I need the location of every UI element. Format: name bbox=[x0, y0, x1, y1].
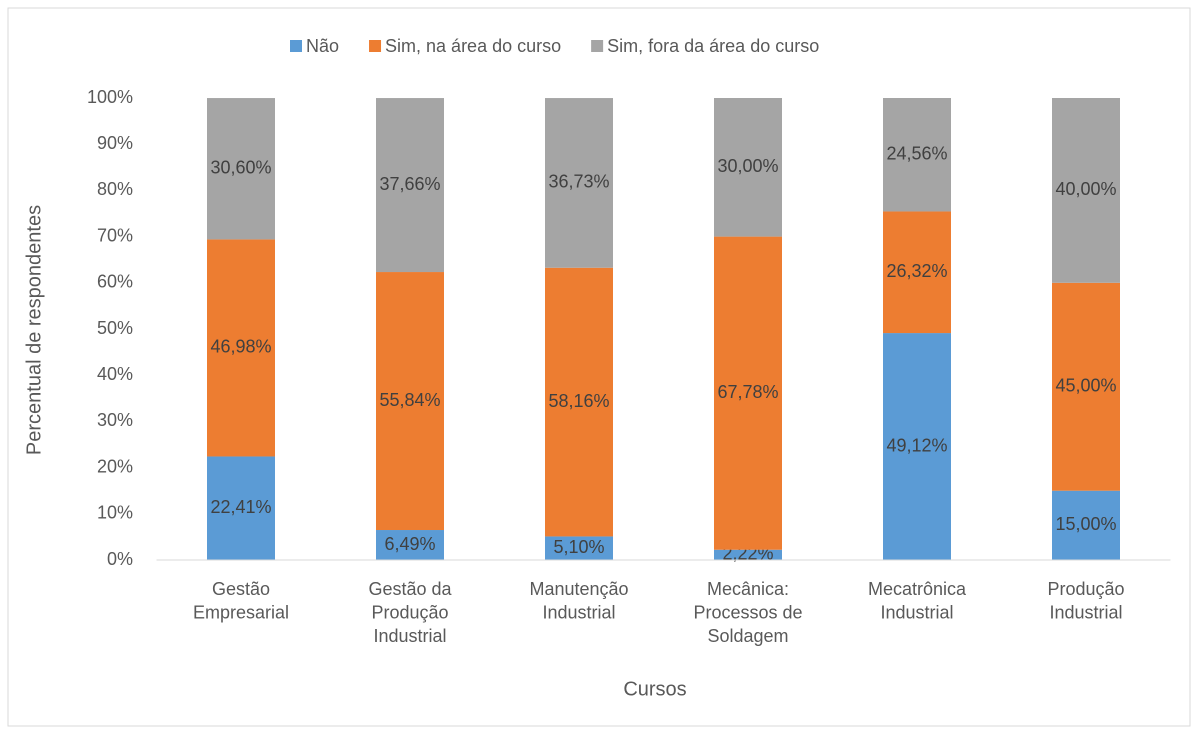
data-label: 36,73% bbox=[548, 172, 609, 192]
legend-label: Não bbox=[306, 36, 339, 56]
x-tick-label: Manutenção Industrial bbox=[529, 579, 628, 622]
bar-segment bbox=[1052, 490, 1120, 560]
data-label: 49,12% bbox=[886, 435, 947, 455]
data-label: 40,00% bbox=[1055, 179, 1116, 199]
bar-segment bbox=[714, 236, 782, 550]
y-tick-label: 80% bbox=[97, 179, 133, 199]
legend-label: Sim, fora da área do curso bbox=[607, 36, 819, 56]
bar-segment bbox=[545, 267, 613, 537]
data-label: 67,78% bbox=[717, 382, 778, 402]
y-axis-title: Percentual de respondentes bbox=[23, 205, 45, 455]
bar-segment bbox=[714, 549, 782, 560]
data-label: 45,00% bbox=[1055, 376, 1116, 396]
y-tick-label: 100% bbox=[87, 87, 133, 107]
data-label: 15,00% bbox=[1055, 514, 1116, 534]
data-label: 26,32% bbox=[886, 261, 947, 281]
bar-segment bbox=[376, 530, 444, 560]
y-tick-label: 90% bbox=[97, 133, 133, 153]
bar-segment bbox=[545, 98, 613, 268]
legend-label: Sim, na área do curso bbox=[385, 36, 561, 56]
x-axis-title: Cursos bbox=[623, 678, 686, 700]
bar-segment bbox=[883, 211, 951, 334]
y-tick-label: 70% bbox=[97, 225, 133, 245]
legend-swatch bbox=[591, 40, 604, 52]
data-label: 55,84% bbox=[379, 390, 440, 410]
bar-segment bbox=[376, 98, 444, 273]
x-tick-label: Gestão da Produção Industrial bbox=[368, 579, 452, 646]
legend-swatch bbox=[369, 40, 382, 52]
legend-swatch bbox=[290, 40, 302, 52]
y-tick-label: 40% bbox=[97, 364, 133, 384]
bar-segment bbox=[545, 536, 613, 560]
y-tick-label: 20% bbox=[97, 456, 133, 476]
bar-segment bbox=[207, 456, 275, 560]
bar-segment bbox=[207, 239, 275, 457]
data-label: 30,00% bbox=[717, 156, 778, 176]
data-label: 6,49% bbox=[384, 534, 435, 554]
data-label: 37,66% bbox=[379, 174, 440, 194]
data-label: 58,16% bbox=[548, 391, 609, 411]
y-tick-label: 10% bbox=[97, 503, 133, 523]
data-label: 46,98% bbox=[210, 337, 271, 357]
bar-segment bbox=[883, 333, 951, 560]
bar-segment bbox=[1052, 282, 1120, 491]
data-label: 5,10% bbox=[553, 537, 604, 557]
bar-segment bbox=[1052, 98, 1120, 283]
y-tick-label: 30% bbox=[97, 410, 133, 430]
x-tick-label: Mecatrônica Industrial bbox=[868, 579, 967, 622]
x-tick-label: Produção Industrial bbox=[1047, 579, 1124, 622]
bar-segment bbox=[883, 98, 951, 212]
y-tick-label: 60% bbox=[97, 272, 133, 292]
bar-segment bbox=[714, 98, 782, 237]
x-tick-label: Mecânica: Processos de Soldagem bbox=[693, 579, 802, 646]
y-tick-label: 50% bbox=[97, 318, 133, 338]
x-tick-label: Gestão Empresarial bbox=[193, 579, 289, 622]
data-label: 30,60% bbox=[210, 157, 271, 177]
y-tick-label: 0% bbox=[107, 549, 133, 569]
bar-segment bbox=[376, 272, 444, 531]
data-label: 22,41% bbox=[210, 497, 271, 517]
bar-segment bbox=[207, 98, 275, 240]
data-label: 24,56% bbox=[886, 143, 947, 163]
